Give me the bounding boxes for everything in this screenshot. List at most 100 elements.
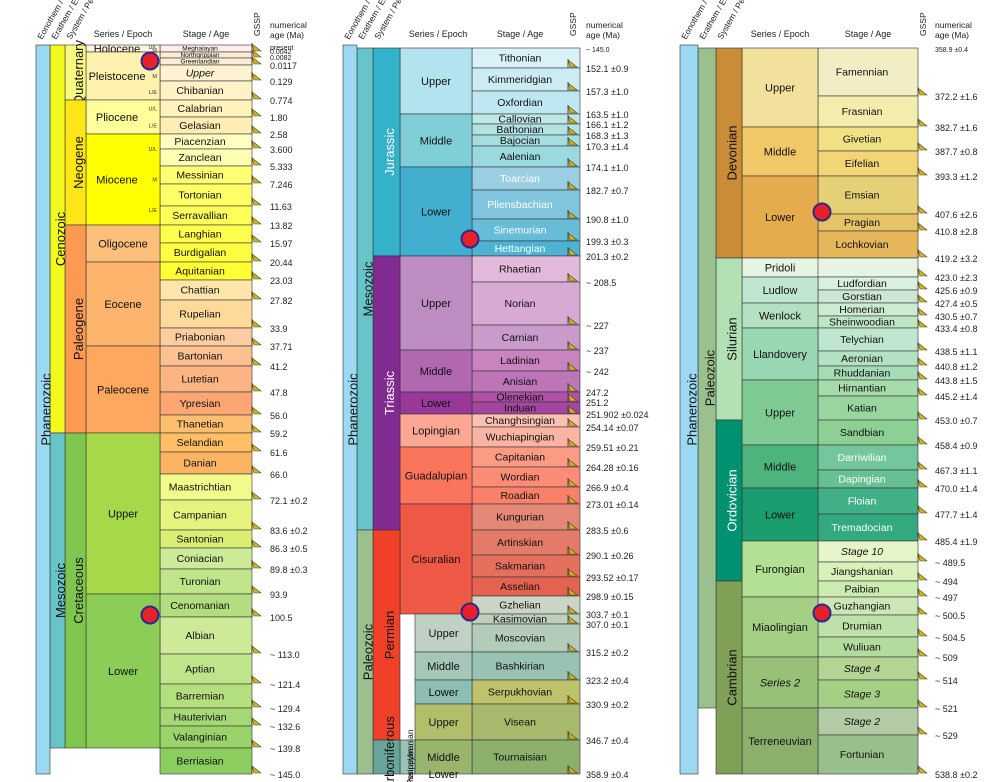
series-label: Cisuralian (412, 554, 461, 566)
gssp-spike-icon (251, 234, 262, 243)
system-label: Silurian (724, 317, 739, 360)
stage-label: Coniacian (177, 553, 224, 565)
stage-label: Tortonian (178, 190, 221, 202)
age-value: ~ 500.5 (935, 611, 965, 621)
stage-label: Olenekian (496, 392, 543, 404)
stage-label: Valanginian (173, 732, 227, 744)
series-box (741, 276, 819, 304)
age-value: 251.902 ±0.024 (586, 410, 649, 420)
series-label: Middle (427, 752, 459, 764)
gssp-spike-icon (251, 253, 262, 262)
age-value: 273.01 ±0.14 (586, 500, 638, 510)
system-label: Jurassic (382, 128, 397, 176)
stage-box (159, 473, 253, 501)
gssp-spike-icon (251, 765, 262, 774)
age-value: 41.2 (270, 362, 288, 372)
stage-header: Stage / Age (183, 29, 230, 39)
stage-label: Cenomanian (170, 600, 230, 612)
series-subdivision-label: L/E (149, 124, 158, 130)
gssp-spike-icon (251, 645, 262, 654)
age-value: 1.80 (270, 113, 288, 123)
stage-label: Hirnantian (838, 383, 886, 395)
gssp-header: GSSP (918, 12, 928, 36)
age-header-line1: numerical (935, 20, 972, 30)
gssp-spike-icon (567, 765, 578, 774)
stage-label: Toarcian (500, 173, 540, 185)
age-value: 477.7 ±1.4 (935, 510, 977, 520)
age-value: 15.97 (270, 239, 293, 249)
stage-label: Priabonian (175, 332, 225, 344)
stage-label: Bathonian (496, 124, 543, 136)
gssp-spike-icon (917, 268, 928, 277)
stage-label: Aalenian (500, 151, 541, 163)
series-box (741, 487, 819, 542)
stage-label: Roadian (500, 490, 539, 502)
series-label: Upper (765, 408, 795, 420)
series-label: Lower (765, 212, 795, 224)
stage-label: Turonian (179, 576, 220, 588)
stage-label: Messinian (176, 170, 223, 182)
stage-label: Langhian (178, 229, 221, 241)
gssp-spike-icon (917, 87, 928, 96)
gssp-spike-icon (567, 568, 578, 577)
series-subdivision-label: L/E (149, 208, 158, 214)
stage-label: Aquitanian (175, 266, 225, 278)
eon-label: Phanerozoic (345, 373, 360, 446)
stage-label: Pragian (844, 217, 880, 229)
series-label: Middle (420, 366, 452, 378)
gssp-spike-icon (251, 72, 262, 81)
age-value: 264.28 ±0.16 (586, 463, 638, 473)
gssp-spike-icon (251, 216, 262, 225)
series-header: Series / Epoch (94, 29, 153, 39)
stage-label: Aptian (185, 664, 215, 676)
age-value: 0.0117 (270, 61, 297, 71)
age-header-line2: age (Ma) (270, 30, 304, 40)
series-label: Wenlock (759, 311, 801, 323)
stage-label: Tournaisian (493, 752, 547, 764)
gssp-spike-icon (251, 383, 262, 392)
stage-label: Emsian (844, 190, 879, 202)
age-value: 266.9 ±0.4 (586, 483, 628, 493)
highlight-marker-icon (460, 602, 480, 622)
age-value: 152.1 ±0.9 (586, 64, 628, 74)
gssp-spike-icon (567, 82, 578, 91)
age-value: 166.1 ±1.2 (586, 120, 628, 130)
age-value: 453.0 ±0.7 (935, 416, 977, 426)
series-box (414, 651, 473, 681)
stage-label: Artinskian (497, 537, 543, 549)
age-value: 427.4 ±0.5 (935, 299, 977, 309)
age-value: 47.8 (270, 388, 288, 398)
age-value: ~ 129.4 (270, 704, 300, 714)
gssp-spike-icon (567, 458, 578, 467)
series-box (414, 679, 473, 705)
stage-box (159, 653, 253, 685)
gssp-spike-icon (567, 210, 578, 219)
stage-label: Wuchiapingian (486, 432, 555, 444)
age-value: 5.333 (270, 162, 293, 172)
series-box (741, 327, 819, 381)
stage-label: Piacenzian (174, 136, 226, 148)
stage-label: Stage 10 (841, 546, 883, 558)
stage-label: Asselian (500, 581, 540, 593)
stage-label: Campanian (173, 510, 227, 522)
series-label: Lower (765, 510, 795, 522)
stage-label: Darriwilian (837, 452, 886, 464)
stage-label: Oxfordian (497, 97, 543, 109)
age-value: 298.9 ±0.15 (586, 592, 633, 602)
gssp-spike-icon (567, 341, 578, 350)
system-box (372, 255, 401, 531)
stage-label: Paibian (844, 584, 879, 596)
gssp-spike-icon (251, 443, 262, 452)
gssp-spike-icon (251, 43, 262, 52)
stage-label: Dapingian (838, 474, 885, 486)
stage-label: Chibanian (176, 85, 223, 97)
series-label: Lower (421, 398, 451, 410)
gssp-spike-icon (251, 675, 262, 684)
stage-label: Thanetian (177, 419, 224, 431)
gssp-spike-icon (567, 671, 578, 680)
age-value: 33.9 (270, 324, 288, 334)
stage-label: Kimmeridgian (488, 74, 552, 86)
stage-label: Stage 3 (844, 689, 880, 701)
age-value: ~ 242 (586, 367, 609, 377)
